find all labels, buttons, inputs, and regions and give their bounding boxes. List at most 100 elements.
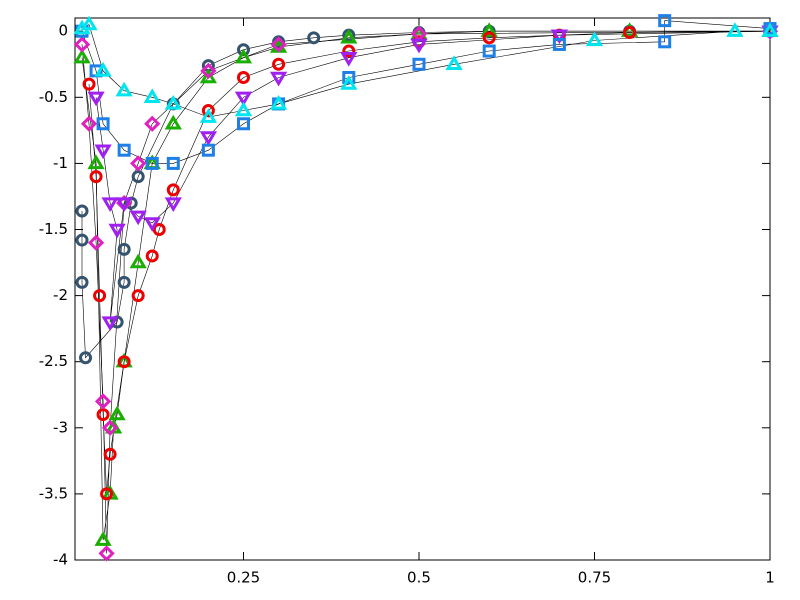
- point: [80, 115, 98, 132]
- point: [108, 405, 126, 421]
- point: [75, 233, 89, 247]
- series-line: [81, 20, 771, 164]
- point: [412, 57, 426, 71]
- point: [340, 51, 358, 67]
- point: [166, 156, 180, 170]
- series-line: [81, 30, 771, 554]
- point: [73, 48, 91, 64]
- point: [199, 108, 218, 123]
- point: [234, 101, 253, 117]
- point: [96, 117, 110, 131]
- point: [131, 289, 145, 303]
- point: [79, 351, 93, 365]
- point: [200, 62, 217, 79]
- point: [726, 22, 744, 37]
- point: [270, 36, 287, 53]
- point: [445, 55, 463, 70]
- point: [87, 154, 105, 170]
- point: [117, 143, 131, 157]
- point: [143, 217, 161, 232]
- point: [73, 36, 91, 53]
- x-tick-label: 0.75: [578, 569, 611, 587]
- point: [94, 144, 112, 160]
- point: [94, 61, 112, 77]
- point: [550, 29, 569, 45]
- point: [236, 43, 250, 57]
- point: [100, 487, 114, 501]
- y-tick-label: -3: [53, 418, 68, 436]
- y-tick-label: -4: [53, 551, 68, 569]
- point: [658, 35, 672, 49]
- point: [101, 316, 119, 332]
- point: [269, 94, 288, 110]
- point: [342, 70, 356, 84]
- point: [131, 170, 145, 184]
- point: [152, 223, 166, 237]
- point: [307, 31, 321, 45]
- y-tick-label: -1.5: [39, 220, 68, 238]
- point: [166, 183, 180, 197]
- point: [94, 393, 112, 410]
- point: [115, 197, 133, 213]
- point: [75, 275, 89, 289]
- point: [623, 26, 637, 40]
- y-tick-label: -2.5: [39, 352, 68, 370]
- point: [482, 31, 496, 45]
- point: [87, 234, 105, 251]
- point: [201, 143, 215, 157]
- point: [234, 91, 253, 107]
- point: [340, 28, 358, 44]
- point: [129, 210, 147, 226]
- point: [145, 156, 159, 170]
- point: [201, 104, 215, 118]
- point: [117, 242, 131, 256]
- point: [130, 155, 147, 172]
- point: [93, 289, 107, 303]
- point: [236, 70, 250, 84]
- point: [143, 88, 161, 104]
- point: [272, 57, 286, 71]
- point: [480, 22, 498, 37]
- point: [101, 419, 119, 436]
- point: [89, 170, 103, 184]
- point: [585, 31, 604, 47]
- point: [101, 197, 119, 213]
- point: [269, 71, 288, 87]
- point: [144, 115, 161, 132]
- y-tick-label: -3.5: [39, 484, 68, 502]
- point: [482, 44, 496, 58]
- point: [342, 44, 356, 58]
- x-tick-label: 0.5: [407, 569, 431, 587]
- point: [164, 114, 182, 130]
- point: [96, 408, 110, 422]
- point: [658, 14, 672, 28]
- point: [129, 253, 147, 269]
- point: [103, 447, 117, 461]
- series-line: [95, 30, 771, 323]
- point: [82, 77, 96, 91]
- y-tick-label: 0: [58, 22, 68, 40]
- point: [115, 81, 133, 97]
- point: [98, 545, 115, 562]
- point: [117, 355, 131, 369]
- point: [87, 91, 105, 107]
- plot-frame: [74, 17, 771, 561]
- x-tick-label: 0.25: [227, 569, 260, 587]
- x-tick-label: 1: [765, 569, 775, 587]
- point: [340, 75, 358, 90]
- y-tick-label: -2: [53, 286, 68, 304]
- point: [145, 249, 159, 263]
- point: [410, 38, 428, 54]
- y-tick-label: -1: [53, 154, 68, 172]
- point: [236, 117, 250, 131]
- point: [108, 223, 126, 239]
- point: [761, 22, 779, 37]
- point: [552, 37, 566, 51]
- point: [164, 197, 182, 213]
- series-line: [81, 30, 770, 541]
- point: [164, 94, 182, 110]
- point: [94, 531, 112, 546]
- point: [234, 48, 253, 64]
